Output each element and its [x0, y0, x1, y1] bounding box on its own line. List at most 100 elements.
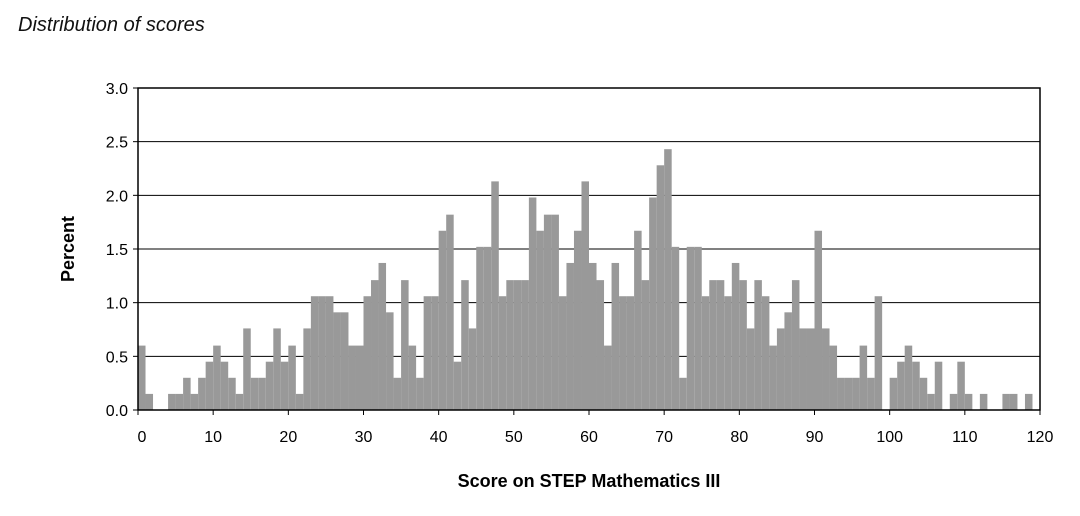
histogram-bar	[799, 328, 807, 410]
y-tick-label: 3.0	[106, 81, 128, 98]
histogram-bar	[243, 328, 251, 410]
y-tick-label: 1.0	[106, 296, 128, 313]
histogram-bar	[791, 280, 800, 410]
histogram-bar	[604, 345, 612, 410]
histogram-bar	[641, 280, 650, 410]
histogram-bar	[228, 377, 236, 410]
x-tick-label: 80	[730, 429, 748, 446]
histogram-bar	[649, 197, 657, 410]
histogram-bar	[619, 296, 627, 410]
x-axis-title: Score on STEP Mathematics III	[458, 471, 721, 491]
histogram-bar	[220, 361, 229, 410]
histogram-bar	[724, 296, 732, 410]
histogram-bar	[822, 328, 830, 410]
histogram-bar	[701, 296, 710, 410]
y-axis-ticks: 0.0 0.5 1.0 1.5 2.0 2.5 3.0	[106, 81, 138, 420]
histogram-bar	[348, 345, 356, 410]
histogram-bar	[739, 280, 747, 410]
histogram-bar	[806, 328, 815, 410]
histogram-bar	[528, 197, 537, 410]
histogram-bar	[573, 230, 582, 410]
histogram-bar	[679, 377, 687, 410]
histogram-bar	[1002, 393, 1010, 410]
histogram-bar	[716, 280, 725, 410]
histogram-bar	[371, 280, 379, 410]
histogram-bar	[145, 393, 154, 410]
histogram-bar	[431, 296, 439, 410]
histogram-bar	[393, 377, 402, 410]
histogram-bar	[897, 361, 905, 410]
histogram-bar	[183, 377, 191, 410]
histogram-bar	[912, 361, 920, 410]
histogram-bar	[355, 345, 364, 410]
x-tick-label: 60	[580, 429, 598, 446]
histogram-bar	[558, 296, 567, 410]
histogram-bar	[904, 345, 913, 410]
histogram-bar	[1009, 393, 1018, 410]
histogram-bar	[671, 246, 680, 410]
x-tick-label: 30	[355, 429, 373, 446]
histogram-bar	[551, 214, 559, 410]
histogram-bar	[258, 377, 266, 410]
histogram-bar	[874, 296, 883, 410]
histogram-bar	[491, 181, 499, 410]
histogram-bar	[333, 312, 341, 410]
x-axis-ticks: 0 10 20 30 40 50 60 70 80 90 100 110 120	[137, 410, 1053, 446]
x-tick-label: 40	[430, 429, 448, 446]
histogram-bar	[280, 361, 289, 410]
histogram-bar	[401, 280, 409, 410]
histogram-bar	[310, 296, 319, 410]
histogram-bar	[731, 262, 740, 410]
histogram-bar	[175, 393, 184, 410]
histogram-bar	[867, 377, 875, 410]
histogram-bar	[213, 345, 221, 410]
histogram-bar	[438, 230, 447, 410]
histogram-bar	[423, 296, 432, 410]
histogram-bar	[1024, 393, 1033, 410]
histogram-bar	[468, 328, 477, 410]
histogram-bar	[168, 393, 176, 410]
histogram-bar	[754, 280, 762, 410]
histogram-bar	[566, 262, 574, 410]
histogram-bar	[498, 296, 507, 410]
histogram-bar	[837, 377, 845, 410]
x-tick-label: 100	[876, 429, 903, 446]
histogram-bar	[761, 296, 770, 410]
histogram-bar	[288, 345, 296, 410]
histogram-bar	[536, 230, 544, 410]
x-tick-label: 10	[204, 429, 222, 446]
y-tick-label: 2.5	[106, 135, 128, 152]
histogram-bar	[386, 312, 394, 410]
histogram-bar	[378, 262, 387, 410]
chart-caption: Distribution of scores	[18, 14, 205, 36]
histogram-bar	[265, 361, 274, 410]
histogram-bar	[829, 345, 838, 410]
histogram-bar	[506, 280, 514, 410]
histogram-bar	[363, 296, 372, 410]
histogram-bar	[694, 246, 702, 410]
histogram-bar	[709, 280, 717, 410]
x-tick-label: 90	[806, 429, 824, 446]
histogram-bar	[483, 246, 492, 410]
histogram-bar	[844, 377, 853, 410]
histogram-bar	[235, 393, 244, 410]
histogram-bar	[611, 262, 620, 410]
bars	[138, 149, 1033, 410]
x-tick-label: 0	[138, 429, 147, 446]
histogram-bar	[190, 393, 199, 410]
histogram-bar	[198, 377, 206, 410]
histogram-bar	[964, 393, 973, 410]
histogram-bar	[686, 246, 695, 410]
y-axis-title: Percent	[58, 216, 78, 282]
histogram-bar	[889, 377, 898, 410]
y-tick-label: 0.5	[106, 349, 128, 366]
histogram-bar	[776, 328, 785, 410]
histogram-bar	[416, 377, 424, 410]
histogram-bar	[934, 361, 943, 410]
histogram-bar	[596, 280, 605, 410]
histogram-bar	[543, 214, 552, 410]
y-tick-label: 0.0	[106, 403, 128, 420]
y-tick-label: 1.5	[106, 242, 128, 259]
histogram-bar	[852, 377, 860, 410]
